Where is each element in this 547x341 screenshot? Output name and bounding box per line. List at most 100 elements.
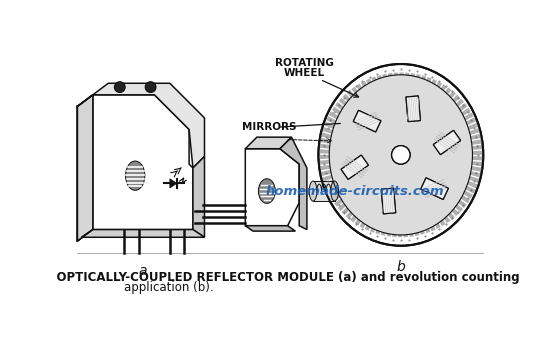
- Wedge shape: [408, 226, 414, 237]
- Polygon shape: [433, 130, 461, 154]
- Wedge shape: [381, 224, 387, 236]
- Polygon shape: [406, 96, 421, 122]
- Wedge shape: [467, 123, 478, 130]
- Wedge shape: [355, 214, 364, 225]
- Wedge shape: [328, 189, 340, 197]
- Wedge shape: [318, 155, 329, 159]
- Wedge shape: [432, 218, 441, 229]
- Wedge shape: [471, 166, 482, 172]
- Wedge shape: [424, 77, 432, 88]
- Wedge shape: [398, 226, 402, 237]
- Wedge shape: [382, 74, 388, 85]
- Wedge shape: [470, 134, 481, 140]
- Wedge shape: [356, 84, 365, 95]
- Wedge shape: [341, 205, 352, 215]
- Wedge shape: [449, 206, 459, 216]
- Wedge shape: [322, 127, 334, 134]
- Wedge shape: [394, 73, 398, 84]
- Wedge shape: [459, 194, 470, 203]
- Wedge shape: [446, 91, 456, 102]
- Wedge shape: [334, 197, 345, 207]
- Wedge shape: [324, 121, 335, 129]
- Wedge shape: [468, 176, 480, 183]
- Ellipse shape: [126, 161, 145, 190]
- Wedge shape: [450, 94, 460, 105]
- Wedge shape: [472, 145, 483, 150]
- Wedge shape: [441, 212, 450, 223]
- Polygon shape: [245, 149, 299, 226]
- Wedge shape: [469, 128, 480, 135]
- Wedge shape: [464, 118, 476, 126]
- Wedge shape: [457, 103, 468, 113]
- Ellipse shape: [309, 181, 317, 201]
- Wedge shape: [452, 202, 463, 212]
- Wedge shape: [359, 217, 368, 228]
- Wedge shape: [335, 102, 346, 112]
- Polygon shape: [381, 188, 395, 214]
- Wedge shape: [428, 220, 435, 231]
- Wedge shape: [342, 94, 353, 104]
- Circle shape: [392, 146, 410, 164]
- Polygon shape: [421, 178, 449, 199]
- Wedge shape: [420, 75, 426, 87]
- Polygon shape: [170, 179, 177, 188]
- Wedge shape: [418, 223, 425, 235]
- Wedge shape: [405, 73, 410, 84]
- Wedge shape: [462, 190, 473, 198]
- Polygon shape: [353, 110, 381, 132]
- Wedge shape: [459, 108, 471, 117]
- Text: ROTATING: ROTATING: [275, 58, 334, 68]
- Polygon shape: [421, 178, 449, 199]
- Wedge shape: [456, 198, 467, 208]
- Polygon shape: [341, 155, 368, 179]
- Wedge shape: [392, 226, 397, 237]
- Wedge shape: [366, 78, 374, 90]
- Wedge shape: [377, 75, 383, 86]
- Circle shape: [114, 82, 125, 92]
- Wedge shape: [403, 226, 408, 237]
- Wedge shape: [351, 87, 361, 98]
- Wedge shape: [323, 179, 335, 187]
- Wedge shape: [325, 184, 337, 192]
- Wedge shape: [319, 138, 331, 144]
- Text: MIRRORS: MIRRORS: [242, 122, 296, 132]
- Wedge shape: [471, 139, 482, 145]
- Wedge shape: [429, 79, 437, 90]
- Wedge shape: [466, 180, 478, 188]
- Text: b: b: [397, 261, 405, 275]
- Wedge shape: [437, 215, 446, 226]
- Polygon shape: [82, 229, 205, 237]
- Wedge shape: [442, 87, 452, 99]
- Polygon shape: [93, 95, 193, 229]
- Polygon shape: [78, 95, 93, 241]
- Wedge shape: [350, 211, 360, 222]
- Ellipse shape: [318, 64, 483, 246]
- Wedge shape: [339, 98, 350, 108]
- Polygon shape: [433, 130, 461, 154]
- Wedge shape: [319, 144, 330, 149]
- Wedge shape: [322, 175, 333, 182]
- Wedge shape: [445, 209, 455, 220]
- Circle shape: [392, 146, 410, 164]
- Wedge shape: [464, 185, 475, 194]
- Wedge shape: [329, 111, 340, 120]
- Text: WHEEL: WHEEL: [284, 68, 325, 78]
- Text: a: a: [138, 264, 147, 278]
- Wedge shape: [415, 74, 421, 85]
- Wedge shape: [472, 156, 483, 161]
- Wedge shape: [410, 73, 415, 84]
- Wedge shape: [470, 171, 481, 178]
- Text: homemade-circuits.com: homemade-circuits.com: [265, 184, 444, 197]
- Wedge shape: [438, 84, 447, 95]
- Wedge shape: [318, 149, 329, 154]
- Wedge shape: [423, 222, 430, 233]
- Wedge shape: [365, 219, 373, 231]
- Wedge shape: [337, 201, 348, 211]
- Wedge shape: [388, 73, 393, 84]
- Text: application (b).: application (b).: [124, 281, 213, 294]
- Polygon shape: [381, 188, 395, 214]
- Wedge shape: [462, 113, 474, 121]
- Wedge shape: [326, 116, 337, 124]
- Circle shape: [145, 82, 156, 92]
- Wedge shape: [375, 223, 382, 235]
